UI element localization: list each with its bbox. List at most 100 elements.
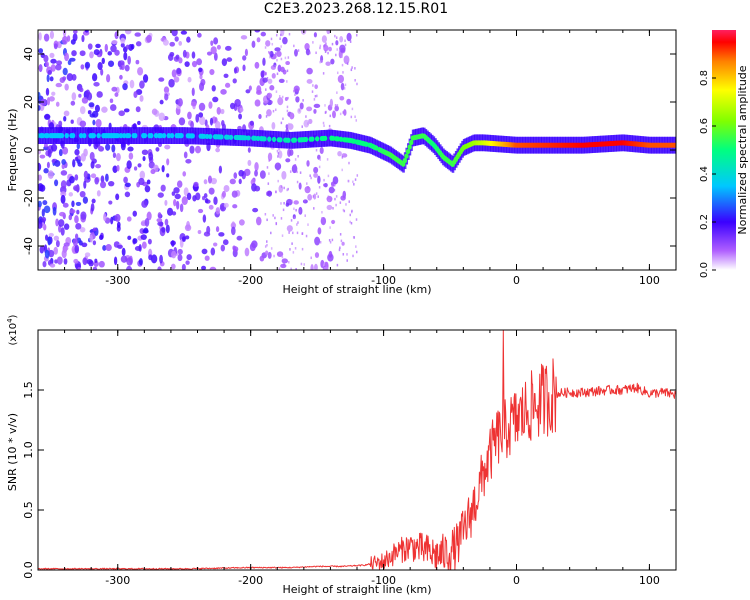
noise-speckle	[75, 201, 82, 207]
noise-speckle	[326, 158, 329, 161]
noise-speckle	[127, 55, 131, 65]
noise-speckle	[107, 51, 113, 56]
noise-speckle	[216, 107, 221, 115]
noise-speckle	[310, 256, 312, 260]
noise-speckle	[223, 73, 229, 79]
noise-speckle	[355, 250, 358, 254]
noise-speckle	[112, 165, 118, 173]
noise-speckle	[184, 61, 190, 67]
noise-speckle	[212, 96, 219, 103]
noise-speckle	[204, 197, 209, 204]
ridge-point	[225, 134, 231, 140]
noise-speckle	[63, 242, 70, 247]
ridge-point	[407, 144, 412, 150]
x-tick-label: -300	[105, 274, 130, 287]
noise-speckle	[274, 47, 281, 52]
noise-speckle	[313, 103, 321, 108]
noise-speckle	[41, 216, 47, 223]
noise-speckle	[313, 32, 317, 38]
noise-speckle	[173, 199, 177, 207]
snr-x-ticks: -300 -200 -100 0 100	[37, 330, 677, 587]
noise-speckle	[123, 108, 130, 113]
noise-speckle	[339, 201, 342, 204]
noise-speckle	[126, 160, 132, 170]
noise-speckle	[48, 232, 54, 237]
ridge-point	[158, 133, 164, 139]
noise-speckle	[120, 42, 125, 48]
noise-speckle	[45, 87, 50, 96]
noise-speckle	[38, 32, 42, 41]
noise-speckle	[252, 207, 259, 213]
noise-speckle	[178, 41, 183, 46]
noise-speckle	[268, 55, 271, 59]
ridge-halo	[86, 127, 90, 144]
noise-speckle	[315, 148, 318, 152]
noise-speckle	[178, 57, 183, 64]
noise-speckle	[157, 221, 164, 227]
noise-speckle	[339, 44, 346, 53]
noise-speckle	[274, 108, 277, 112]
noise-speckle	[302, 99, 304, 102]
noise-speckle	[173, 76, 180, 83]
ridge-point	[404, 153, 409, 159]
noise-speckle	[38, 48, 44, 54]
noise-speckle	[277, 97, 284, 106]
ridge-point	[286, 137, 291, 143]
noise-speckle	[105, 173, 109, 182]
noise-speckle	[260, 31, 266, 37]
noise-speckle	[49, 30, 55, 40]
noise-speckle	[100, 181, 107, 189]
noise-speckle	[185, 235, 190, 240]
noise-speckle	[108, 200, 113, 205]
noise-speckle	[284, 56, 287, 60]
noise-speckle	[269, 85, 275, 91]
noise-speckle	[105, 143, 111, 151]
noise-speckle	[134, 32, 141, 37]
figure-title: C2E3.2023.268.12.15.R01	[263, 1, 449, 17]
noise-speckle	[244, 247, 250, 257]
noise-speckle	[198, 67, 203, 73]
noise-speckle	[150, 254, 158, 264]
noise-speckle	[271, 42, 274, 46]
noise-speckle	[274, 52, 277, 55]
noise-speckle	[272, 109, 275, 113]
noise-speckle	[141, 149, 149, 156]
noise-speckle	[135, 89, 143, 95]
noise-speckle	[280, 45, 282, 48]
noise-speckle	[356, 174, 359, 177]
noise-speckle	[194, 145, 202, 154]
noise-speckle	[93, 82, 100, 87]
noise-speckle	[334, 197, 336, 201]
noise-speckle	[286, 80, 288, 83]
noise-speckle	[111, 144, 116, 153]
noise-speckle	[58, 120, 63, 128]
noise-speckle	[171, 30, 178, 37]
noise-speckle	[332, 110, 336, 119]
noise-speckle	[71, 92, 77, 101]
noise-speckle	[242, 64, 246, 72]
noise-speckle	[84, 30, 89, 33]
noise-speckle	[238, 113, 243, 120]
ridge-point	[246, 135, 251, 141]
noise-speckle	[82, 196, 88, 204]
noise-speckle	[199, 116, 206, 126]
colorbar-tick-label: 0.8	[699, 70, 710, 86]
noise-speckle	[197, 208, 204, 214]
noise-speckle	[328, 239, 331, 242]
noise-speckle	[139, 170, 146, 180]
noise-speckle	[68, 192, 74, 197]
noise-speckle	[98, 234, 104, 240]
noise-speckle	[89, 151, 95, 161]
ridge-point	[208, 133, 213, 140]
noise-speckle	[203, 193, 208, 199]
noise-speckle	[202, 214, 207, 223]
noise-speckle	[176, 67, 182, 75]
noise-speckle	[38, 64, 43, 73]
noise-speckle	[221, 58, 228, 67]
noise-speckle	[164, 218, 169, 226]
ridge-point	[314, 136, 320, 142]
noise-speckle	[47, 148, 52, 158]
noise-speckle	[249, 242, 256, 252]
noise-speckle	[340, 239, 343, 243]
noise-speckle	[341, 241, 345, 246]
